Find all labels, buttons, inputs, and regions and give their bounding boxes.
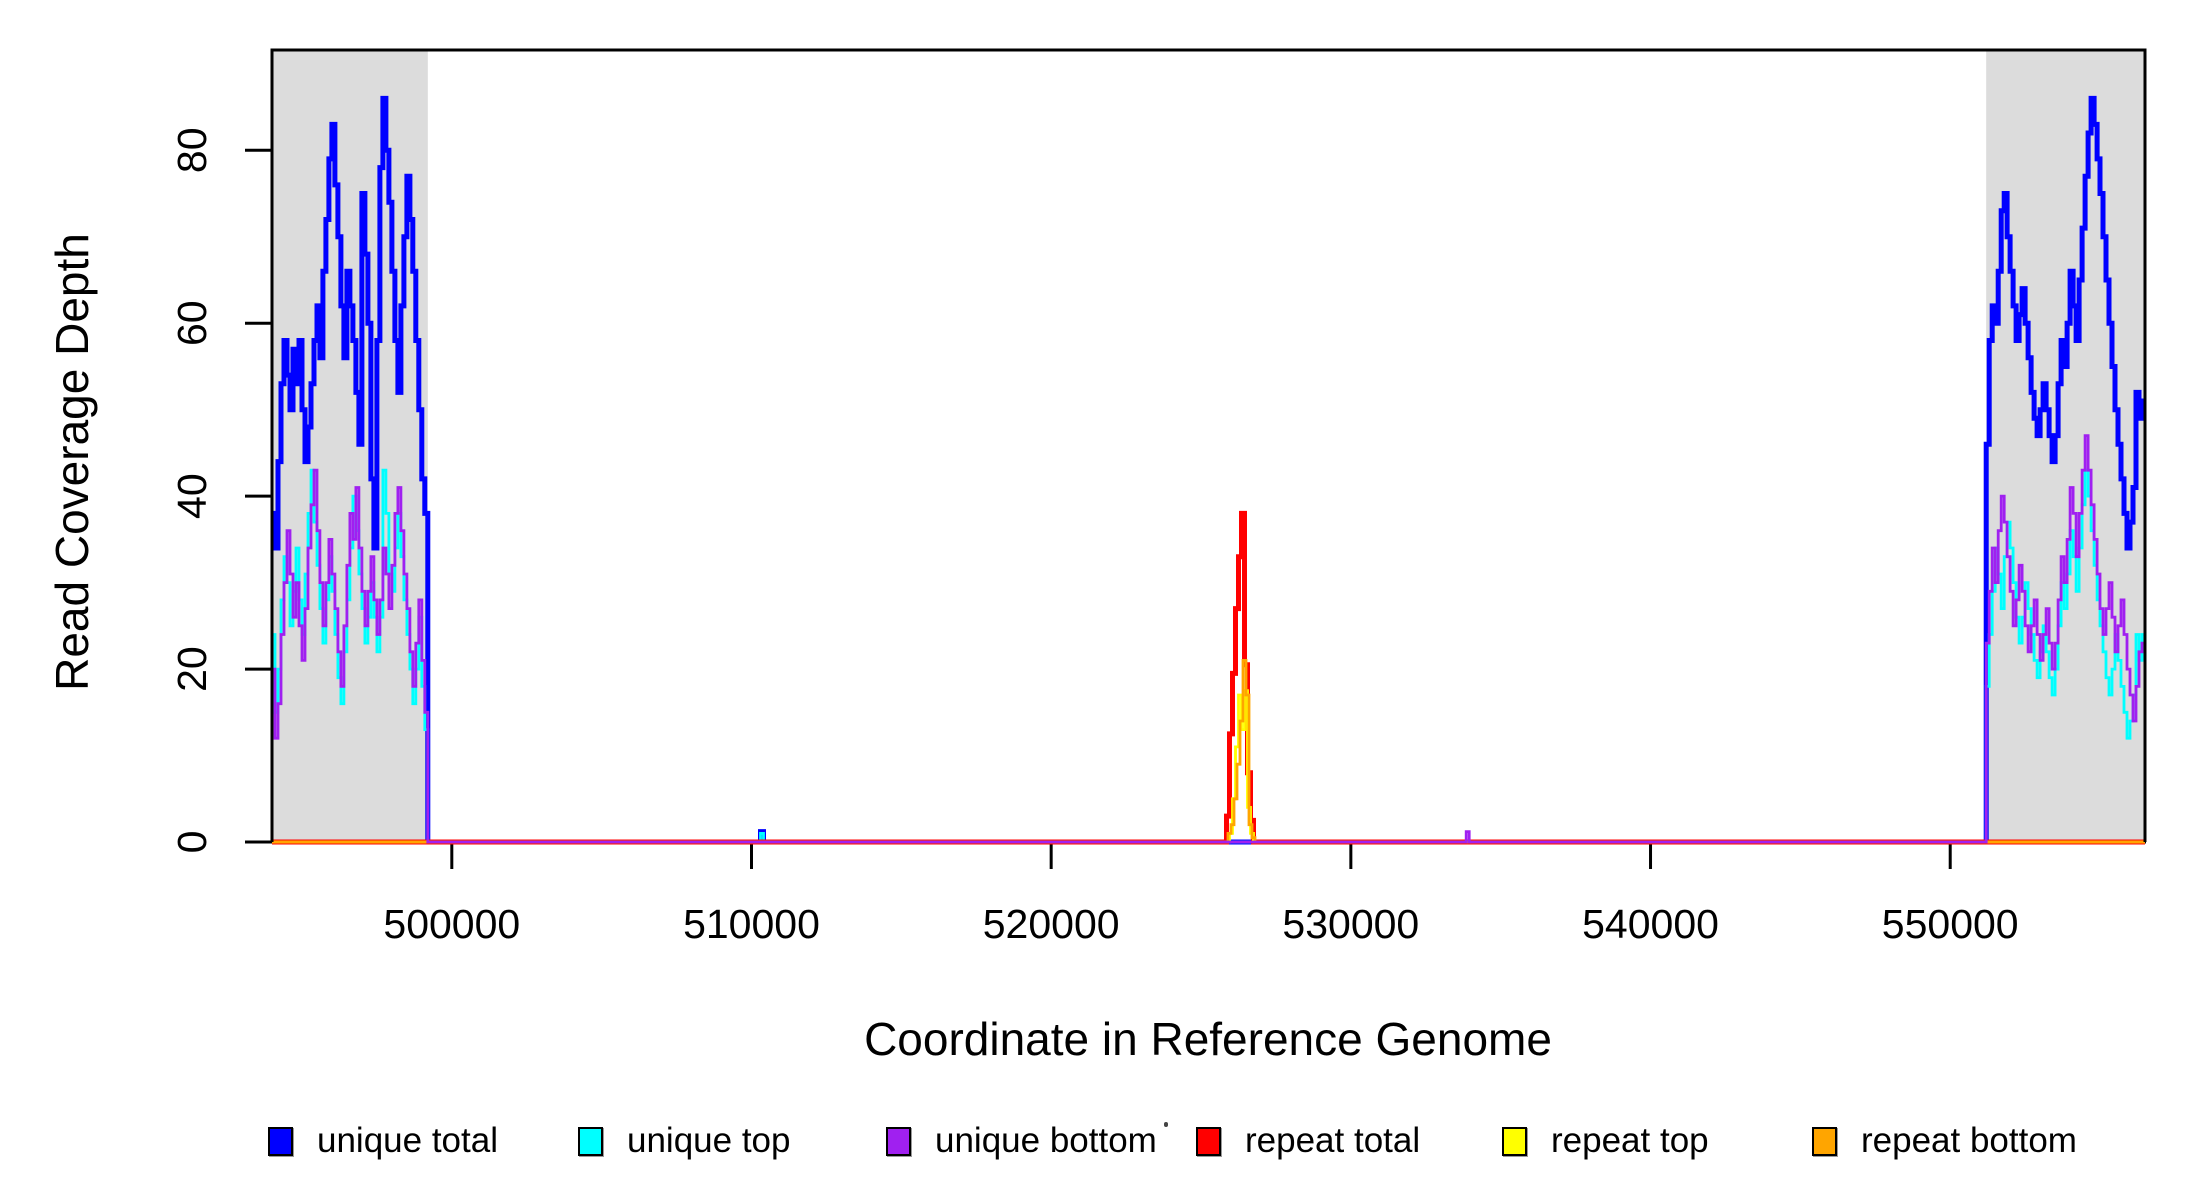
x-axis-tick-label: 530000 [1282,901,1419,947]
x-axis-title: Coordinate in Reference Genome [864,1013,1552,1065]
series-unique-bottom [272,434,2145,844]
series-unique-total [272,95,2145,845]
x-axis-tick-label: 510000 [683,901,820,947]
shaded-region [272,50,428,842]
series-unique-top [272,468,2145,844]
series-repeat-bottom [272,659,2145,844]
y-axis-tick-label: 0 [169,831,215,854]
series-repeat-top [272,689,2145,844]
x-axis-tick-label: 520000 [983,901,1120,947]
stray-dot-mark [1164,1122,1168,1127]
y-axis-tick-label: 40 [169,473,215,519]
y-axis-tick-label: 20 [169,646,215,692]
plot-box [270,48,2147,842]
y-axis-title: Read Coverage Depth [46,233,98,691]
series-repeat-total [272,510,2145,845]
x-axis-tick-label: 550000 [1882,901,2019,947]
y-axis-tick-label: 80 [169,127,215,173]
x-axis-tick-label: 500000 [383,901,520,947]
x-axis-tick-label: 540000 [1582,901,1719,947]
y-axis-tick-label: 60 [169,300,215,346]
